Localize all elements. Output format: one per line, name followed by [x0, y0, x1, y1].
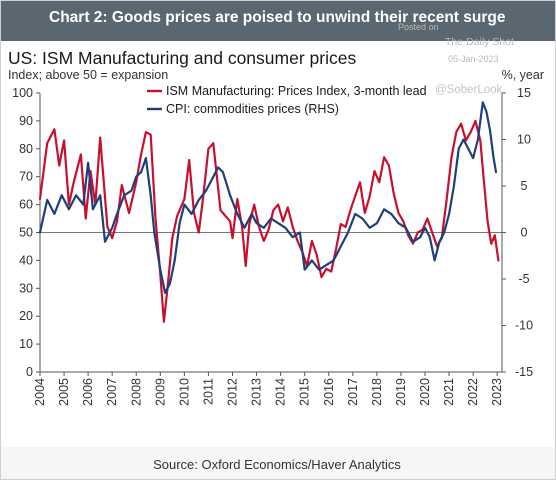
- right-tick-label: 0: [521, 226, 528, 240]
- x-tick-label: 2013: [250, 378, 264, 406]
- x-tick-label: 2023: [490, 378, 504, 406]
- header-bar: Chart 2: Goods prices are poised to unwi…: [1, 1, 555, 41]
- header-title: Chart 2: Goods prices are poised to unwi…: [49, 9, 506, 26]
- left-axis-unit: Index; above 50 = expansion: [8, 68, 169, 82]
- x-tick-label: 2005: [57, 378, 71, 406]
- x-tick-label: 2022: [466, 378, 480, 406]
- x-tick-label: 2020: [418, 378, 432, 406]
- legend-cpi-label: CPI: commodities prices (RHS): [166, 102, 339, 116]
- left-tick-label: 40: [19, 253, 33, 267]
- right-tick-label: -5: [518, 272, 529, 286]
- left-tick-label: 60: [19, 198, 33, 212]
- chart-title: US: ISM Manufacturing and consumer price…: [8, 48, 357, 68]
- x-tick-label: 2007: [105, 378, 119, 406]
- x-tick-label: 2019: [394, 378, 408, 406]
- source-note: Source: Oxford Economics/Haver Analytics: [153, 457, 401, 472]
- x-tick-label: 2004: [33, 378, 47, 406]
- left-tick-label: 30: [19, 281, 33, 295]
- left-tick-label: 50: [19, 226, 33, 240]
- right-tick-label: 15: [517, 86, 531, 100]
- x-tick-label: 2015: [298, 378, 312, 406]
- x-tick-label: 2012: [226, 378, 240, 406]
- left-tick-label: 100: [12, 86, 33, 100]
- x-tick-label: 2016: [322, 378, 336, 406]
- cpi-commodities-series-line: [38, 101, 498, 294]
- x-tick-label: 2009: [153, 378, 167, 406]
- x-tick-label: 2018: [370, 378, 384, 406]
- left-tick-label: 80: [19, 142, 33, 156]
- left-tick-label: 70: [19, 170, 33, 184]
- x-tick-label: 2021: [442, 378, 456, 406]
- x-tick-label: 2010: [177, 378, 191, 406]
- left-tick-label: 20: [19, 309, 33, 323]
- right-tick-label: -15: [515, 365, 533, 379]
- right-tick-label: 10: [517, 133, 531, 147]
- left-tick-label: 10: [19, 337, 33, 351]
- x-tick-label: 2017: [346, 378, 360, 406]
- x-tick-label: 2008: [129, 378, 143, 406]
- x-tick-label: 2011: [201, 378, 215, 405]
- right-tick-label: -10: [515, 319, 533, 333]
- right-axis-unit: %, year: [501, 68, 544, 82]
- right-tick-label: 5: [521, 179, 528, 193]
- left-tick-label: 90: [19, 114, 33, 128]
- ism-prices-series-line: [38, 119, 500, 323]
- plot-panel: [1, 41, 555, 447]
- x-tick-label: 2006: [81, 378, 95, 406]
- x-tick-label: 2014: [274, 378, 288, 406]
- legend-ism-label: ISM Manufacturing: Prices Index, 3-month…: [166, 84, 427, 98]
- left-tick-label: 0: [26, 365, 33, 379]
- watermark-source: The Daily Shot: [445, 36, 514, 48]
- watermark-handle: @SoberLook: [435, 84, 503, 96]
- watermark-date: 05-Jan-2023: [448, 54, 499, 64]
- watermark-posted-on: Posted on: [398, 22, 439, 32]
